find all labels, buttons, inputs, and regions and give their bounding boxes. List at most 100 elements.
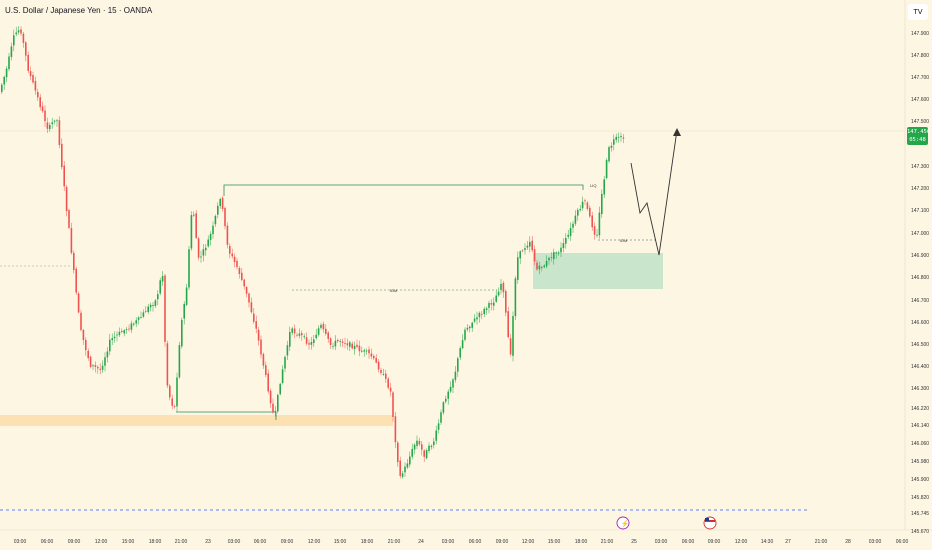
time-label: 21:00 <box>175 539 188 545</box>
candle-body <box>185 287 188 305</box>
projection-arrowhead <box>673 128 681 136</box>
candle-body <box>53 120 56 122</box>
candle-body <box>334 340 337 347</box>
price-label: 145.745 <box>911 511 929 517</box>
candle-body <box>392 392 394 417</box>
price-axis[interactable] <box>905 0 932 550</box>
time-label: 21:00 <box>815 539 828 545</box>
candle-body <box>209 233 212 240</box>
candle-body <box>572 223 574 228</box>
candle-body <box>130 323 133 330</box>
price-label: 147.100 <box>911 208 929 214</box>
candle-body <box>61 143 63 168</box>
candle-body <box>159 280 161 294</box>
time-label: 15:00 <box>122 539 135 545</box>
tradingview-logo-icon[interactable]: TV <box>908 4 928 20</box>
supply-zone <box>0 415 393 426</box>
candle-body <box>166 343 169 386</box>
lightning-glyph: ⚡ <box>621 519 630 528</box>
candle-body <box>567 234 569 237</box>
candle-body <box>586 202 589 209</box>
candle-body <box>17 30 20 33</box>
candle-body <box>613 139 615 145</box>
candle-body <box>401 473 404 477</box>
candles-group <box>1 25 625 479</box>
candle-body <box>94 365 97 367</box>
candle-body <box>493 302 495 306</box>
candle-body <box>116 334 118 336</box>
candle-body <box>135 320 137 324</box>
price-label: 147.900 <box>911 31 929 37</box>
candle-body <box>543 265 545 268</box>
candle-body <box>440 412 442 423</box>
candle-body <box>231 253 233 257</box>
candle-body <box>44 110 46 122</box>
candle-body <box>190 215 193 249</box>
candle-body <box>305 337 308 344</box>
candle-body <box>104 357 106 366</box>
candle-body <box>41 106 44 112</box>
candle-body <box>125 329 128 331</box>
price-labels: 147.900 147.800 147.700 147.600 147.500 147.3… <box>911 31 929 535</box>
candle-body <box>298 333 301 336</box>
price-label: 145.670 <box>911 529 929 535</box>
candle-body <box>121 330 123 332</box>
candle-body <box>430 445 433 448</box>
candle-body <box>27 54 29 71</box>
candle-body <box>548 257 550 261</box>
time-axis[interactable] <box>0 530 932 550</box>
candle-body <box>245 286 248 294</box>
candle-body <box>389 387 392 392</box>
lightning-icon[interactable] <box>616 516 630 530</box>
candle-body <box>152 305 154 306</box>
time-label: 12:00 <box>735 539 748 545</box>
candle-body <box>524 248 526 251</box>
candle-body <box>106 351 109 358</box>
price-label: 147.700 <box>911 75 929 81</box>
candle-body <box>243 279 245 287</box>
time-label: 24 <box>418 539 424 545</box>
candle-body <box>399 460 401 476</box>
time-label: 25 <box>631 539 637 545</box>
candle-body <box>365 350 368 352</box>
time-label: 28 <box>845 539 851 545</box>
time-label: 12:00 <box>308 539 321 545</box>
candle-body <box>346 343 349 346</box>
candle-body <box>51 122 53 125</box>
current-price-badge: 147.456 05:48 <box>907 127 930 145</box>
candle-body <box>65 186 68 212</box>
candle-body <box>253 313 255 322</box>
candle-body <box>589 207 591 217</box>
projection-path <box>630 129 678 256</box>
price-label: 147.600 <box>911 97 929 103</box>
liq-label: LIQ <box>590 183 596 188</box>
price-label: 146.220 <box>911 406 929 412</box>
candle-body <box>277 394 279 412</box>
candle-body <box>433 441 435 446</box>
candle-body <box>113 336 116 339</box>
candle-body <box>603 179 605 195</box>
candle-body <box>423 450 425 457</box>
candle-body <box>620 136 622 138</box>
candle-body <box>183 303 185 319</box>
symbol-title[interactable]: U.S. Dollar / Japanese Yen · 15 · OANDA <box>5 6 153 15</box>
candle-body <box>13 35 15 46</box>
candle-body <box>238 268 241 274</box>
candle-body <box>495 295 497 302</box>
candle-body <box>320 324 322 328</box>
price-label: 146.400 <box>911 364 929 370</box>
candle-body <box>406 463 409 468</box>
candle-body <box>207 239 209 247</box>
candle-body <box>99 368 101 370</box>
price-label: 146.140 <box>911 423 929 429</box>
time-labels: 03:00 06:00 09:00 12:00 15:00 18:00 21:00 23 03:… <box>14 539 909 545</box>
candle-body <box>490 302 493 305</box>
candle-body <box>147 306 149 313</box>
time-label: 06:00 <box>896 539 909 545</box>
candle-body <box>353 345 356 350</box>
candle-body <box>212 225 214 235</box>
candle-body <box>133 323 135 325</box>
candle-body <box>169 385 171 398</box>
candle-body <box>329 338 332 345</box>
